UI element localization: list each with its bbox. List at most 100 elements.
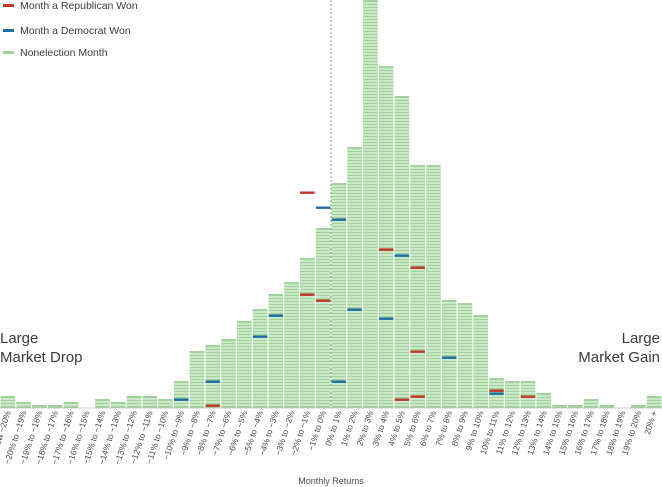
right-annotation: Large Market Gain <box>578 330 660 366</box>
legend-swatch-republican <box>3 4 14 7</box>
bar-36 <box>568 405 583 408</box>
bar-34 <box>536 393 552 408</box>
democrat-mark-8 <box>378 317 394 320</box>
bar-fill-38 <box>599 405 615 408</box>
democrat-mark-2 <box>252 335 268 338</box>
bar-10 <box>158 399 173 408</box>
legend-swatch-democrat <box>3 29 14 32</box>
legend-label-nonelection: Nonelection Month <box>20 47 108 59</box>
legend-label-democrat: Month a Democrat Won <box>20 25 131 37</box>
bar-fill-34 <box>536 393 552 408</box>
legend: Month a Republican Won Month a Democrat … <box>3 0 138 59</box>
large-market-drop-line1: Large <box>0 330 38 347</box>
democrat-mark-0 <box>173 398 189 401</box>
bar-15 <box>237 321 252 408</box>
bar-20 <box>315 228 331 408</box>
republican-mark-1 <box>300 293 315 296</box>
bar-22 <box>347 147 362 408</box>
democrat-mark-3 <box>268 314 284 317</box>
bar-29 <box>457 303 473 408</box>
bar-14 <box>221 339 236 408</box>
legend-item-democrat: Month a Democrat Won <box>3 25 131 37</box>
republican-mark-9 <box>489 389 504 392</box>
bar-19 <box>300 258 315 408</box>
bar-4 <box>63 402 79 408</box>
histogram-bars <box>0 0 662 408</box>
bar-13 <box>205 345 221 408</box>
tick-label-41: 20% + <box>642 409 659 435</box>
bar-fill-14 <box>221 339 236 408</box>
bar-35 <box>552 405 567 408</box>
bar-8 <box>126 396 142 408</box>
democrat-mark-4 <box>315 206 331 209</box>
bar-9 <box>142 396 158 408</box>
bar-27 <box>426 165 441 408</box>
legend-label-republican: Month a Republican Won <box>20 0 138 12</box>
republican-mark-2 <box>300 191 315 194</box>
bar-fill-11 <box>173 381 189 408</box>
bar-fill-29 <box>457 303 473 408</box>
bar-11 <box>173 381 189 408</box>
large-market-drop-line2: Market Drop <box>0 349 83 366</box>
bar-33 <box>520 381 536 408</box>
bar-fill-33 <box>520 381 536 408</box>
bar-fill-26 <box>410 165 425 408</box>
bar-16 <box>252 309 268 408</box>
republican-mark-4 <box>378 248 394 251</box>
bar-fill-13 <box>205 345 221 408</box>
republican-mark-10 <box>520 395 536 398</box>
large-market-gain-line1: Large <box>622 330 660 347</box>
bar-2 <box>32 405 47 408</box>
bar-fill-37 <box>583 399 599 408</box>
bar-37 <box>583 399 599 408</box>
bar-0 <box>0 396 16 408</box>
bar-fill-6 <box>95 399 110 408</box>
bar-fill-32 <box>504 381 520 408</box>
bar-30 <box>473 315 489 408</box>
x-axis-tick-labels: Below −20%−20% to −19%−19% to −18%−18% t… <box>0 409 659 466</box>
republican-mark-8 <box>410 266 425 269</box>
bar-6 <box>95 399 110 408</box>
bar-fill-3 <box>47 405 63 408</box>
bar-7 <box>110 402 126 408</box>
democrat-mark-6 <box>331 218 347 221</box>
republican-mark-3 <box>315 299 331 302</box>
bar-fill-40 <box>631 405 646 408</box>
democrat-mark-11 <box>489 392 504 395</box>
x-axis-title: Monthly Returns <box>298 476 364 486</box>
election-marks <box>173 191 536 407</box>
bar-1 <box>16 402 31 408</box>
bar-26 <box>410 165 425 408</box>
legend-item-republican: Month a Republican Won <box>3 0 138 12</box>
bar-17 <box>268 294 284 408</box>
democrat-mark-5 <box>331 380 347 383</box>
legend-swatch-nonelection <box>3 51 14 54</box>
bar-23 <box>363 0 378 408</box>
democrat-mark-7 <box>347 308 362 311</box>
republican-mark-6 <box>410 395 425 398</box>
bar-fill-35 <box>552 405 567 408</box>
left-annotation: Large Market Drop <box>0 330 83 366</box>
bar-fill-27 <box>426 165 441 408</box>
democrat-mark-10 <box>441 356 457 359</box>
democrat-mark-1 <box>205 380 221 383</box>
bar-40 <box>631 405 646 408</box>
bar-21 <box>331 183 347 408</box>
bar-fill-10 <box>158 399 173 408</box>
bar-28 <box>441 300 457 408</box>
bar-fill-15 <box>237 321 252 408</box>
large-market-gain-line2: Market Gain <box>578 349 660 366</box>
bar-38 <box>599 405 615 408</box>
democrat-mark-9 <box>394 254 410 257</box>
bar-25 <box>394 96 410 408</box>
bar-fill-2 <box>32 405 47 408</box>
bar-fill-12 <box>189 351 205 408</box>
bar-32 <box>504 381 520 408</box>
bar-24 <box>378 66 394 408</box>
bar-41 <box>646 396 662 408</box>
legend-item-nonelection: Nonelection Month <box>3 47 108 59</box>
republican-mark-0 <box>205 404 221 407</box>
bar-12 <box>189 351 205 408</box>
bar-fill-30 <box>473 315 489 408</box>
